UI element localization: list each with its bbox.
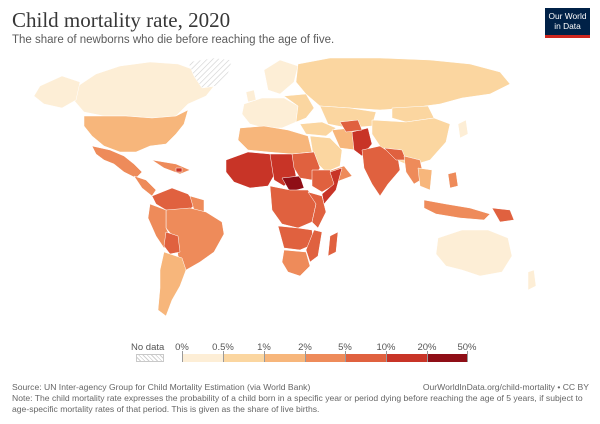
region-greenland: [187, 57, 233, 89]
region-australia[interactable]: [435, 229, 513, 277]
legend-swatch-3[interactable]: [305, 351, 345, 362]
legend-swatch-2[interactable]: [264, 351, 305, 362]
logo-line-2: in Data: [554, 21, 581, 31]
region-japan[interactable]: [457, 119, 469, 139]
region-indonesia[interactable]: [423, 199, 491, 221]
region-caribbean[interactable]: [151, 159, 191, 175]
legend-swatch-4[interactable]: [345, 351, 386, 362]
region-central-asia[interactable]: [339, 119, 363, 133]
legend-swatch-1[interactable]: [223, 351, 264, 362]
legend-label-5: 10%: [376, 342, 396, 353]
legend-no-data-swatch[interactable]: [136, 354, 164, 362]
map-legend: No data 0% 0.5% 1% 2% 5% 10% 20% 50%: [0, 336, 600, 366]
region-north-africa[interactable]: [237, 125, 313, 155]
footnote: Note: The child mortality rate expresses…: [12, 393, 583, 414]
region-turkey-caucasus[interactable]: [299, 121, 337, 137]
region-canada[interactable]: [71, 61, 215, 119]
region-madagascar[interactable]: [327, 231, 339, 257]
region-east-africa[interactable]: [307, 191, 327, 229]
legend-label-1: 0.5%: [212, 342, 234, 353]
region-west-africa[interactable]: [225, 151, 277, 189]
region-mozambique[interactable]: [305, 229, 323, 263]
legend-label-6: 20%: [417, 342, 437, 353]
region-haiti[interactable]: [175, 167, 183, 173]
legend-label-4: 5%: [338, 342, 352, 353]
region-papua-new-guinea[interactable]: [491, 207, 515, 223]
legend-label-end: 50%: [457, 342, 477, 353]
legend-no-data-label: No data: [131, 342, 165, 353]
source-url-link[interactable]: OurWorldInData.org/child-mortality • CC …: [422, 382, 589, 392]
region-new-zealand[interactable]: [527, 269, 537, 291]
chart-title: Child mortality rate, 2020: [12, 8, 231, 32]
region-central-african-rep[interactable]: [281, 175, 305, 193]
legend-swatch-0[interactable]: [182, 351, 223, 362]
region-scandinavia[interactable]: [263, 59, 299, 95]
source-text: Source: UN Inter-agency Group for Child …: [12, 382, 311, 392]
legend-label-0: 0%: [175, 342, 189, 353]
region-uk[interactable]: [245, 89, 257, 103]
legend-label-3: 2%: [298, 342, 312, 353]
legend-label-2: 1%: [257, 342, 271, 353]
region-argentina-chile[interactable]: [157, 251, 187, 317]
region-southern-africa[interactable]: [281, 249, 311, 277]
legend-end-tick: [467, 351, 468, 362]
region-usa[interactable]: [83, 109, 189, 153]
region-alaska[interactable]: [33, 75, 81, 109]
world-map: [33, 57, 537, 317]
owid-logo[interactable]: Our World in Data: [545, 8, 590, 38]
chart-subtitle: The share of newborns who die before rea…: [12, 34, 335, 46]
region-bolivia[interactable]: [163, 231, 181, 255]
region-philippines[interactable]: [447, 171, 459, 189]
legend-swatch-5[interactable]: [386, 351, 427, 362]
region-russia[interactable]: [295, 57, 511, 111]
region-western-europe[interactable]: [241, 97, 299, 129]
logo-line-1: Our World: [548, 11, 587, 21]
region-vietnam-thailand[interactable]: [417, 167, 433, 191]
region-central-america[interactable]: [133, 175, 157, 197]
legend-swatch-6[interactable]: [427, 351, 467, 362]
